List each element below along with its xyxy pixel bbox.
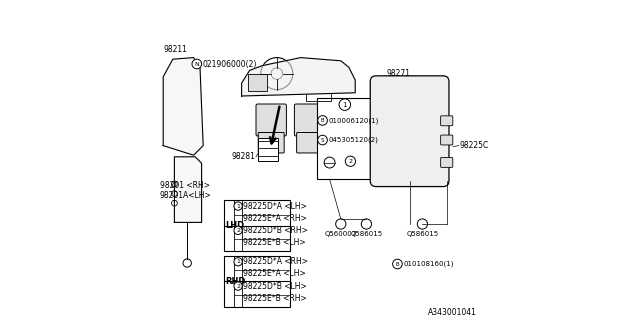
Polygon shape xyxy=(242,58,355,96)
Circle shape xyxy=(317,135,328,145)
Polygon shape xyxy=(174,157,202,222)
Text: 1: 1 xyxy=(236,204,240,209)
FancyBboxPatch shape xyxy=(297,132,323,153)
Text: 98225E*B <RH>: 98225E*B <RH> xyxy=(243,294,307,303)
Polygon shape xyxy=(163,58,204,155)
Text: 98225E*A <LH>: 98225E*A <LH> xyxy=(243,269,306,278)
Text: 98201 <RH>: 98201 <RH> xyxy=(160,181,210,190)
FancyBboxPatch shape xyxy=(256,104,287,136)
Text: 98281: 98281 xyxy=(232,152,255,161)
Text: 98225E*A <RH>: 98225E*A <RH> xyxy=(243,214,307,223)
Bar xyxy=(248,74,268,91)
Text: 021906000(2): 021906000(2) xyxy=(202,60,257,68)
Bar xyxy=(258,138,278,161)
Circle shape xyxy=(192,59,202,69)
Text: 045305120(2): 045305120(2) xyxy=(329,137,378,143)
FancyBboxPatch shape xyxy=(294,104,325,136)
Text: 98225C: 98225C xyxy=(460,141,488,150)
Circle shape xyxy=(339,99,351,110)
Text: 1: 1 xyxy=(236,259,240,264)
Circle shape xyxy=(172,181,177,187)
Bar xyxy=(317,98,372,179)
Text: 98211: 98211 xyxy=(163,45,187,54)
Text: 98225D*A <LH>: 98225D*A <LH> xyxy=(243,202,307,211)
FancyBboxPatch shape xyxy=(440,116,453,126)
Circle shape xyxy=(234,282,243,290)
Circle shape xyxy=(234,258,243,266)
Text: 98225D*B <LH>: 98225D*B <LH> xyxy=(243,282,307,291)
Text: 98225D*A <RH>: 98225D*A <RH> xyxy=(243,257,308,266)
FancyBboxPatch shape xyxy=(259,132,284,153)
Circle shape xyxy=(234,202,243,210)
Text: 98271: 98271 xyxy=(387,69,410,78)
Text: 2: 2 xyxy=(348,159,353,164)
Text: 2: 2 xyxy=(236,284,240,289)
Circle shape xyxy=(172,191,177,196)
Text: N: N xyxy=(195,61,199,67)
Text: 98225D*B <RH>: 98225D*B <RH> xyxy=(243,226,308,235)
Text: 98201A<LH>: 98201A<LH> xyxy=(160,191,212,200)
Text: Q586015: Q586015 xyxy=(350,231,383,237)
Circle shape xyxy=(172,200,177,206)
Text: 010006120(1): 010006120(1) xyxy=(329,117,379,124)
Text: Q586015: Q586015 xyxy=(406,231,438,237)
Text: 2: 2 xyxy=(236,228,240,233)
Text: RHD: RHD xyxy=(226,277,246,286)
FancyBboxPatch shape xyxy=(440,135,453,145)
Circle shape xyxy=(234,226,243,235)
Text: B: B xyxy=(396,261,399,267)
Text: LHD: LHD xyxy=(226,221,244,230)
Text: 010108160(1): 010108160(1) xyxy=(403,261,454,267)
Bar xyxy=(224,200,290,251)
FancyBboxPatch shape xyxy=(440,157,453,167)
Text: S: S xyxy=(321,138,324,142)
Bar xyxy=(224,256,290,307)
Text: 98225E*B <LH>: 98225E*B <LH> xyxy=(243,238,306,247)
Text: 1: 1 xyxy=(342,102,347,108)
Text: Q560007: Q560007 xyxy=(324,231,357,237)
Circle shape xyxy=(317,116,328,125)
FancyBboxPatch shape xyxy=(370,76,449,187)
Text: A343001041: A343001041 xyxy=(428,308,477,317)
Text: B: B xyxy=(321,118,324,123)
Circle shape xyxy=(393,259,403,269)
Circle shape xyxy=(346,156,356,166)
